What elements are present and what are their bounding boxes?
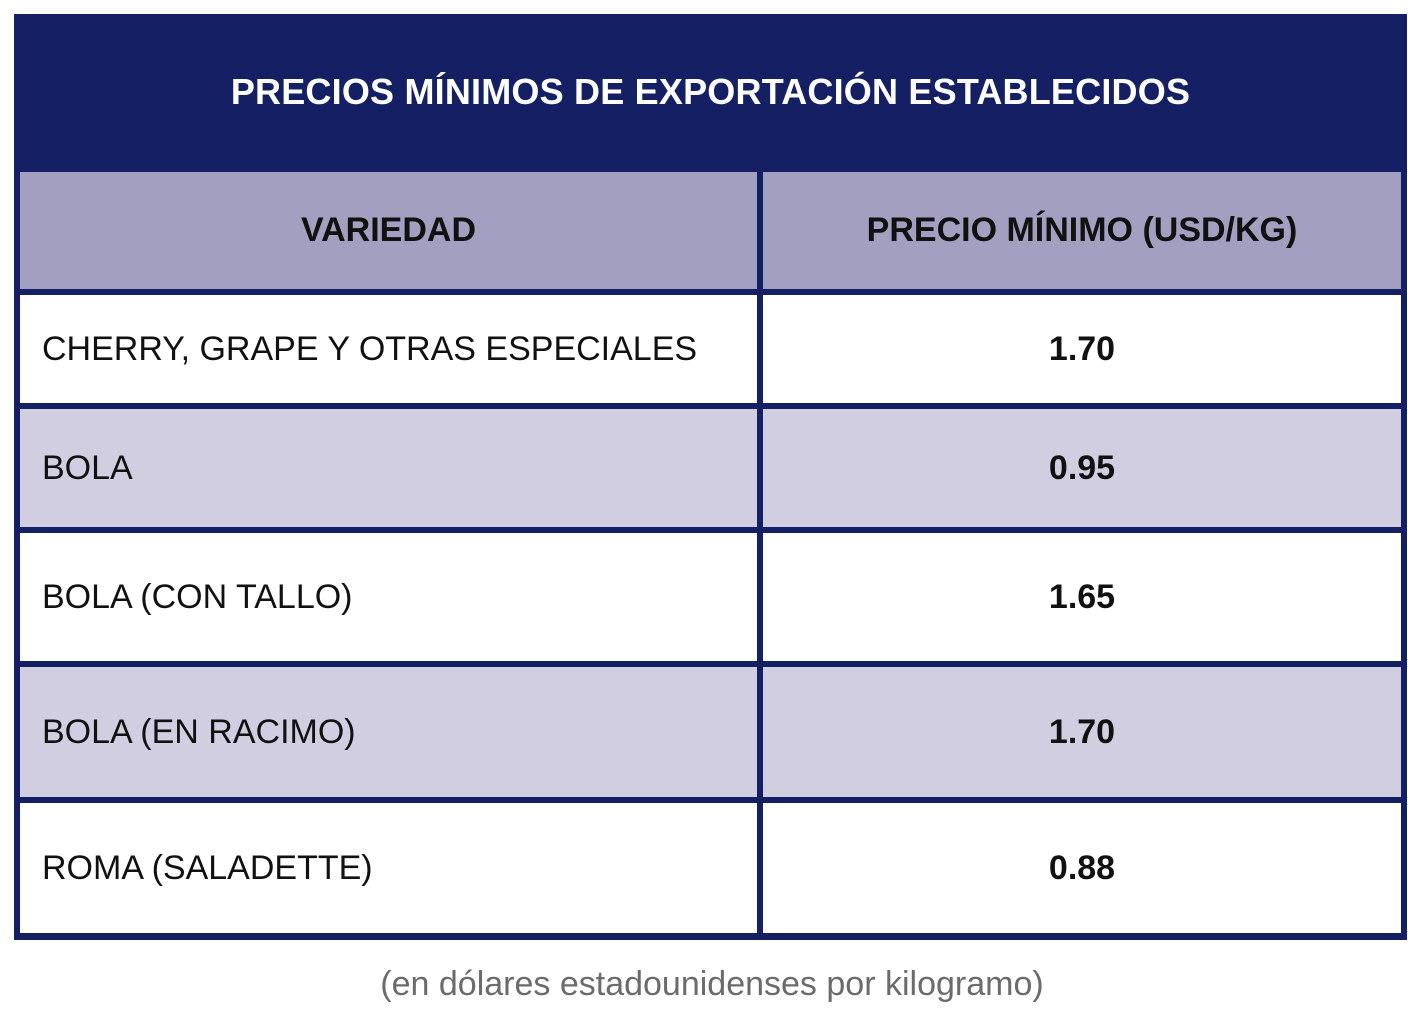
table-row-variedad: ROMA (SALADETTE) bbox=[20, 803, 757, 933]
table-title: PRECIOS MÍNIMOS DE EXPORTACIÓN ESTABLECI… bbox=[230, 70, 1191, 112]
price-table: PRECIOS MÍNIMOS DE EXPORTACIÓN ESTABLECI… bbox=[14, 14, 1407, 940]
table-row-precio: 0.95 bbox=[763, 409, 1401, 527]
unit-footnote: (en dólares estadounidenses por kilogram… bbox=[380, 964, 1044, 1003]
table-row-variedad: BOLA bbox=[20, 409, 757, 527]
table-row-variedad: CHERRY, GRAPE Y OTRAS ESPECIALES bbox=[20, 295, 757, 403]
table-row-precio: 1.70 bbox=[763, 295, 1401, 403]
column-header-variedad: VARIEDAD bbox=[20, 172, 757, 289]
table-row-precio: 0.88 bbox=[763, 803, 1401, 933]
table-row-precio: 1.65 bbox=[763, 533, 1401, 661]
table-row-variedad: BOLA (CON TALLO) bbox=[20, 533, 757, 661]
table-row-variedad: BOLA (EN RACIMO) bbox=[20, 667, 757, 797]
column-header-precio: PRECIO MÍNIMO (USD/KG) bbox=[763, 172, 1401, 289]
table-row-precio: 1.70 bbox=[763, 667, 1401, 797]
